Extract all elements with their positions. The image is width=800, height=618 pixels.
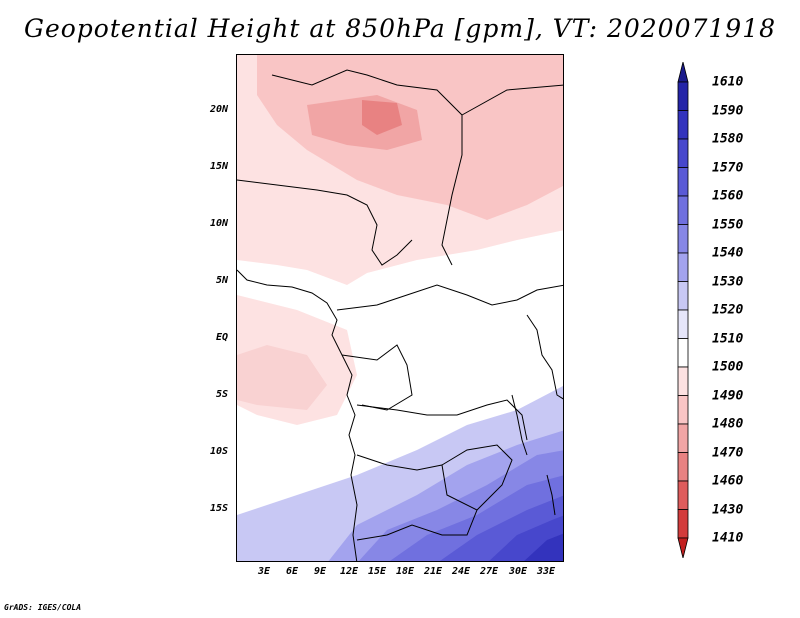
colorbar-segment	[677, 138, 689, 168]
colorbar-segment	[677, 81, 689, 111]
height-shading	[237, 55, 563, 561]
colorbar-segment	[677, 224, 689, 254]
colorbar-segment	[677, 167, 689, 197]
border-north	[271, 69, 463, 266]
lon-label: 18E	[395, 566, 415, 577]
shade-1470-core	[362, 100, 402, 135]
border-congo	[341, 344, 413, 411]
colorbar-segment	[677, 62, 689, 83]
border-zambia	[441, 444, 513, 511]
lon-label: 15E	[367, 566, 387, 577]
colorbar-label: 1510	[712, 331, 744, 346]
colorbar-segment	[677, 281, 689, 311]
lat-label: 10S	[209, 446, 228, 457]
colorbar-label: 1500	[712, 359, 744, 375]
lon-label: 27E	[479, 566, 499, 577]
map-field	[237, 55, 563, 561]
colorbar-label: 1610	[712, 74, 744, 90]
lat-label: 15S	[209, 503, 228, 514]
lon-label: 24E	[451, 566, 471, 577]
lat-label: 15N	[209, 161, 228, 172]
shade-1500-west2	[237, 345, 327, 410]
colorbar-segment	[677, 309, 689, 339]
border-south	[356, 399, 528, 441]
colorbar-segment	[677, 366, 689, 396]
border-west-mid	[237, 179, 413, 266]
lat-label: 5S	[215, 389, 228, 400]
colorbar-label: 1530	[712, 274, 744, 289]
border-east	[461, 84, 563, 116]
colorbar-segment	[677, 452, 689, 482]
colorbar-label: 1470	[712, 445, 744, 460]
shade-1580	[524, 533, 563, 561]
lat-label: 10N	[209, 218, 228, 229]
colorbar-label: 1430	[712, 502, 744, 517]
colorbar-segment	[677, 509, 689, 539]
colorbar-label: 1460	[712, 473, 744, 489]
lon-label: 6E	[285, 566, 299, 577]
map-panel	[236, 54, 564, 562]
credit-text: GrADS: IGES/COLA	[4, 603, 82, 612]
colorbar-segment	[677, 480, 689, 510]
colorbar	[677, 62, 689, 558]
lat-label: 5N	[215, 275, 228, 286]
coastlines-borders	[237, 69, 563, 561]
colorbar-segment	[677, 423, 689, 453]
colorbar-label: 1570	[712, 160, 744, 175]
colorbar-label: 1580	[712, 131, 744, 147]
colorbar-label: 1490	[712, 388, 744, 403]
colorbar-segment	[677, 338, 689, 368]
lon-label: 3E	[257, 566, 271, 577]
colorbar-label: 1520	[712, 302, 744, 318]
colorbar-label: 1480	[712, 416, 744, 432]
colorbar-label: 1410	[712, 530, 744, 546]
lon-label: 30E	[508, 566, 528, 577]
lake-tanganyika	[511, 394, 528, 456]
lon-label: 12E	[339, 566, 359, 577]
lon-label: 9E	[313, 566, 327, 577]
lon-label: 21E	[423, 566, 443, 577]
lat-label: EQ	[215, 332, 228, 343]
colorbar-label: 1540	[712, 245, 744, 261]
lake-malawi	[546, 474, 556, 516]
colorbar-segment	[677, 110, 689, 140]
colorbar-segment	[677, 537, 689, 558]
border-central	[336, 284, 563, 311]
colorbar-label: 1590	[712, 103, 744, 118]
colorbar-segment	[677, 195, 689, 225]
chart-title: Geopotential Height at 850hPa [gpm], VT:…	[23, 14, 777, 43]
border-east-lakes	[526, 314, 563, 400]
colorbar-label: 1560	[712, 188, 744, 204]
colorbar-segment	[677, 395, 689, 425]
coastline-west	[237, 269, 358, 561]
lon-label: 33E	[536, 566, 556, 577]
colorbar-segment	[677, 252, 689, 282]
colorbar-label: 1550	[712, 217, 744, 232]
lat-label: 20N	[209, 104, 228, 115]
